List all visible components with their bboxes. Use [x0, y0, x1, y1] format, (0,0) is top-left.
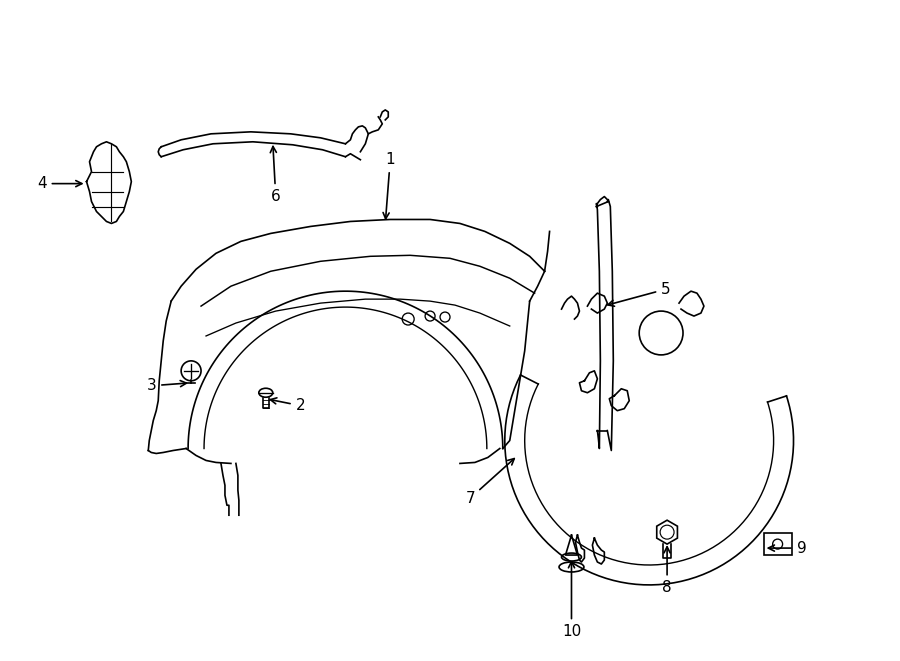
Text: 9: 9 — [769, 541, 806, 556]
Text: 8: 8 — [662, 547, 672, 596]
Text: 5: 5 — [608, 282, 670, 306]
Text: 2: 2 — [270, 398, 305, 413]
Text: 10: 10 — [562, 562, 581, 639]
Text: 3: 3 — [147, 378, 186, 393]
Text: 4: 4 — [37, 176, 82, 191]
Text: 7: 7 — [465, 459, 514, 506]
Text: 6: 6 — [270, 147, 281, 204]
Text: 1: 1 — [383, 152, 395, 219]
Bar — [764, 533, 792, 555]
